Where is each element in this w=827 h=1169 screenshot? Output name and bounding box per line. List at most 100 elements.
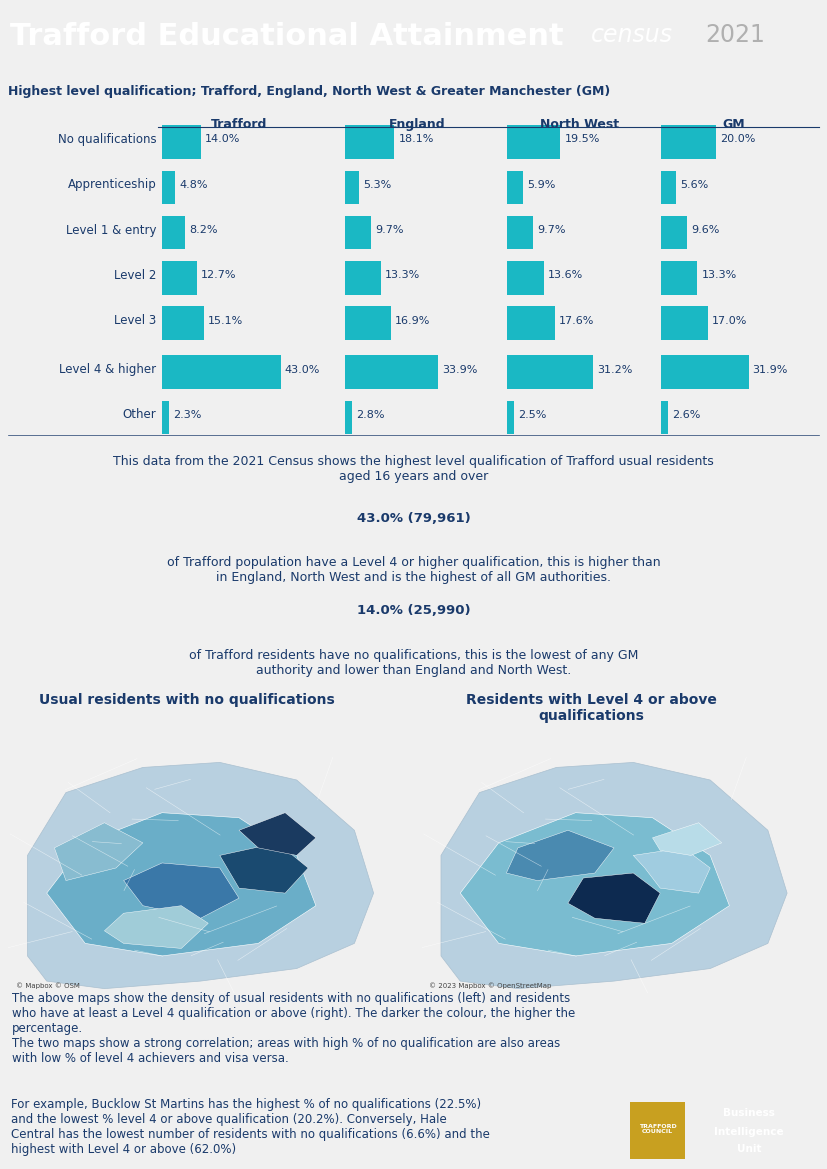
FancyBboxPatch shape: [661, 171, 676, 203]
Text: No qualifications: No qualifications: [58, 133, 156, 146]
Polygon shape: [27, 762, 374, 989]
FancyBboxPatch shape: [661, 261, 697, 295]
Text: 13.6%: 13.6%: [548, 270, 584, 281]
Text: TRAFFORD
COUNCIL: TRAFFORD COUNCIL: [638, 1123, 676, 1134]
Text: England: England: [390, 118, 446, 131]
Text: 19.5%: 19.5%: [565, 134, 600, 145]
Text: 16.9%: 16.9%: [395, 316, 431, 326]
Text: Residents with Level 4 or above
qualifications: Residents with Level 4 or above qualific…: [466, 692, 717, 722]
FancyBboxPatch shape: [507, 125, 561, 159]
Text: 2.5%: 2.5%: [518, 410, 546, 420]
Text: GM: GM: [722, 118, 745, 131]
FancyBboxPatch shape: [507, 261, 544, 295]
Text: 43.0% (79,961): 43.0% (79,961): [356, 512, 471, 526]
Text: 33.9%: 33.9%: [442, 365, 477, 374]
Text: 2.8%: 2.8%: [356, 410, 385, 420]
FancyBboxPatch shape: [345, 306, 391, 340]
FancyBboxPatch shape: [345, 261, 381, 295]
Text: 31.9%: 31.9%: [753, 365, 788, 374]
FancyBboxPatch shape: [661, 306, 708, 340]
Text: 12.7%: 12.7%: [201, 270, 237, 281]
Text: This data from the 2021 Census shows the highest level qualification of Trafford: This data from the 2021 Census shows the…: [113, 456, 714, 484]
FancyBboxPatch shape: [507, 401, 514, 434]
FancyBboxPatch shape: [661, 125, 716, 159]
Text: Level 1 & entry: Level 1 & entry: [66, 223, 156, 236]
Polygon shape: [124, 863, 239, 919]
Text: 31.2%: 31.2%: [597, 365, 632, 374]
Text: 15.1%: 15.1%: [208, 316, 243, 326]
FancyBboxPatch shape: [162, 216, 185, 249]
Polygon shape: [104, 906, 208, 948]
Text: Intelligence: Intelligence: [714, 1127, 783, 1136]
FancyBboxPatch shape: [507, 355, 593, 389]
Polygon shape: [441, 762, 787, 989]
FancyBboxPatch shape: [345, 401, 352, 434]
Text: Other: Other: [123, 408, 156, 421]
Text: Usual residents with no qualifications: Usual residents with no qualifications: [39, 692, 334, 706]
FancyBboxPatch shape: [345, 125, 394, 159]
Text: Highest level qualification; Trafford, England, North West & Greater Manchester : Highest level qualification; Trafford, E…: [8, 85, 610, 98]
Text: Level 4 & higher: Level 4 & higher: [60, 364, 156, 376]
Text: Level 2: Level 2: [114, 269, 156, 282]
Text: 2.3%: 2.3%: [173, 410, 201, 420]
FancyBboxPatch shape: [661, 355, 748, 389]
FancyBboxPatch shape: [162, 306, 204, 340]
Text: of Trafford residents have no qualifications, this is the lowest of any GM
autho: of Trafford residents have no qualificat…: [189, 649, 638, 677]
Polygon shape: [506, 830, 614, 880]
Polygon shape: [47, 812, 316, 956]
Text: For example, Bucklow St Martins has the highest % of no qualifications (22.5%)
a: For example, Bucklow St Martins has the …: [12, 1098, 490, 1156]
Text: 5.6%: 5.6%: [680, 180, 709, 189]
Text: 18.1%: 18.1%: [399, 134, 434, 145]
Text: census: census: [591, 22, 673, 47]
Text: 13.3%: 13.3%: [385, 270, 421, 281]
Text: 8.2%: 8.2%: [189, 224, 218, 235]
Polygon shape: [55, 823, 143, 880]
Text: 14.0% (25,990): 14.0% (25,990): [356, 604, 471, 617]
Text: Trafford: Trafford: [211, 118, 267, 131]
FancyBboxPatch shape: [162, 125, 201, 159]
FancyBboxPatch shape: [630, 1102, 685, 1158]
Text: 9.7%: 9.7%: [538, 224, 566, 235]
Text: 4.8%: 4.8%: [179, 180, 208, 189]
FancyBboxPatch shape: [345, 216, 371, 249]
Text: Level 3: Level 3: [114, 314, 156, 327]
Text: © 2023 Mapbox © OpenStreetMap: © 2023 Mapbox © OpenStreetMap: [429, 982, 552, 989]
Text: 17.6%: 17.6%: [559, 316, 595, 326]
FancyBboxPatch shape: [162, 261, 198, 295]
Text: Business: Business: [723, 1108, 775, 1119]
Text: Unit: Unit: [737, 1144, 761, 1155]
Text: 2021: 2021: [705, 22, 765, 47]
Text: 43.0%: 43.0%: [284, 365, 320, 374]
Text: The above maps show the density of usual residents with no qualifications (left): The above maps show the density of usual…: [12, 992, 576, 1065]
Text: Trafford Educational Attainment: Trafford Educational Attainment: [10, 22, 563, 50]
FancyBboxPatch shape: [661, 216, 687, 249]
FancyBboxPatch shape: [345, 355, 438, 389]
FancyBboxPatch shape: [507, 216, 533, 249]
Text: 13.3%: 13.3%: [701, 270, 737, 281]
Text: 5.9%: 5.9%: [527, 180, 556, 189]
Text: 20.0%: 20.0%: [719, 134, 755, 145]
Polygon shape: [239, 812, 316, 856]
FancyBboxPatch shape: [507, 171, 523, 203]
FancyBboxPatch shape: [345, 171, 359, 203]
Polygon shape: [633, 848, 710, 893]
FancyBboxPatch shape: [162, 401, 169, 434]
FancyBboxPatch shape: [507, 306, 555, 340]
Text: 2.6%: 2.6%: [672, 410, 700, 420]
Text: © Mapbox © OSM: © Mapbox © OSM: [16, 982, 80, 989]
FancyBboxPatch shape: [661, 401, 668, 434]
Polygon shape: [568, 873, 660, 924]
Text: 9.6%: 9.6%: [691, 224, 719, 235]
Polygon shape: [653, 823, 722, 856]
Text: of Trafford population have a Level 4 or higher qualification, this is higher th: of Trafford population have a Level 4 or…: [167, 556, 660, 584]
Text: 9.7%: 9.7%: [375, 224, 404, 235]
FancyBboxPatch shape: [162, 355, 280, 389]
FancyBboxPatch shape: [162, 171, 175, 203]
Text: 5.3%: 5.3%: [363, 180, 391, 189]
Text: Apprenticeship: Apprenticeship: [68, 178, 156, 192]
Text: 17.0%: 17.0%: [711, 316, 747, 326]
Text: 14.0%: 14.0%: [205, 134, 241, 145]
Polygon shape: [460, 812, 729, 956]
Polygon shape: [220, 843, 308, 893]
Text: North West: North West: [540, 118, 619, 131]
